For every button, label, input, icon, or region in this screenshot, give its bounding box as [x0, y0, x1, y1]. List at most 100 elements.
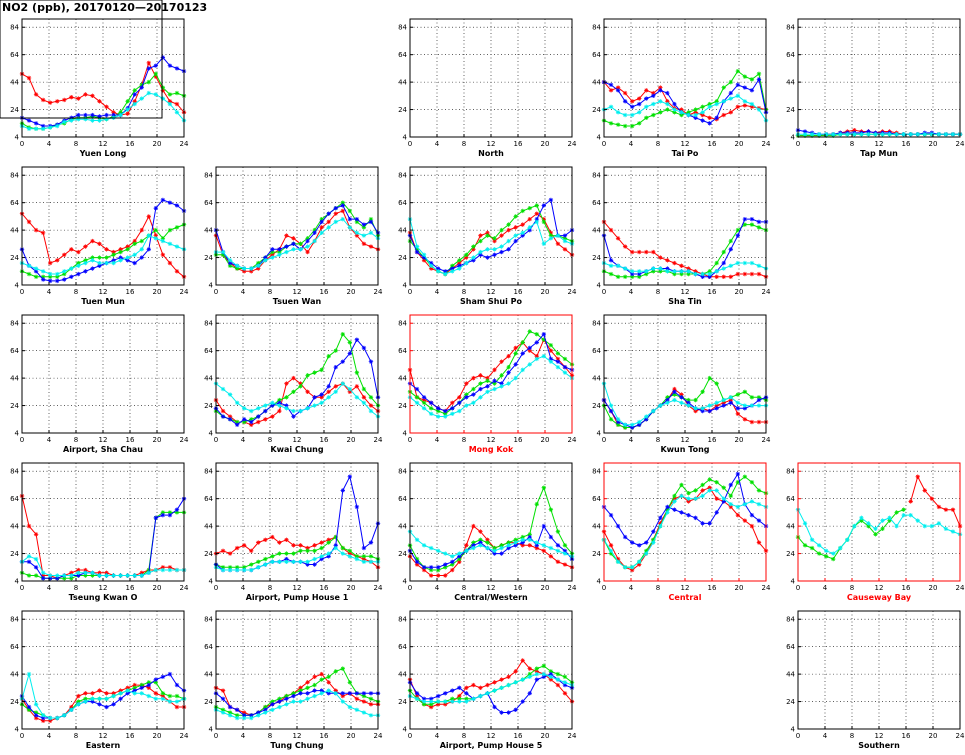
data-point-green [492, 381, 497, 386]
data-point-cyan [499, 685, 504, 691]
data-point-green [548, 342, 554, 348]
data-point-red [615, 236, 621, 241]
data-point-blue [146, 682, 151, 688]
data-point-blue [756, 77, 762, 82]
data-point-red [291, 543, 296, 548]
data-point-cyan [693, 406, 698, 411]
data-point-red [270, 414, 275, 419]
data-point-green [622, 123, 628, 129]
data-point-cyan [672, 499, 677, 504]
data-point-red [478, 233, 483, 238]
x-tick-label: 0 [214, 732, 218, 740]
data-point-red [40, 230, 46, 236]
x-tick-label: 4 [629, 436, 634, 444]
data-point-green [527, 329, 532, 334]
data-point-green [555, 351, 561, 356]
data-point-cyan [534, 540, 539, 545]
data-point-blue [354, 337, 360, 342]
data-point-cyan [464, 548, 469, 554]
data-point-cyan [333, 219, 338, 225]
data-point-cyan [26, 263, 32, 268]
data-point-green [319, 545, 324, 551]
y-tick-label: 44 [398, 523, 407, 531]
data-point-red [291, 236, 296, 241]
panel-title: Kwai Chung [270, 445, 323, 454]
panel-title: Airport, Pump House 5 [440, 741, 543, 750]
data-point-blue [118, 696, 123, 702]
data-point-cyan [241, 266, 247, 271]
data-point-cyan [492, 688, 497, 693]
y-tick-label: 4 [597, 578, 602, 586]
x-tick-label: 24 [568, 140, 577, 148]
x-tick-label: 16 [514, 584, 523, 592]
data-point-green [644, 271, 649, 277]
data-point-cyan [707, 271, 712, 277]
data-point-cyan [55, 573, 60, 578]
data-point-blue [90, 699, 95, 704]
data-point-blue [679, 510, 684, 515]
panel-all: -72-48-24024424446484ALL [0, 0, 163, 119]
x-tick-label: 20 [541, 140, 550, 148]
data-point-blue [428, 260, 434, 266]
data-point-green [167, 510, 173, 515]
data-point-blue [615, 523, 621, 529]
data-point-red [562, 562, 568, 567]
data-point-red [756, 419, 762, 425]
data-point-blue [651, 93, 656, 99]
data-point-cyan [326, 551, 331, 556]
data-point-cyan [520, 367, 525, 373]
y-tick-label: 64 [10, 199, 19, 207]
data-point-blue [361, 691, 367, 696]
data-point-cyan [485, 247, 490, 252]
data-point-red [464, 685, 469, 691]
x-tick-label: 24 [374, 288, 383, 296]
data-point-green [118, 249, 123, 255]
data-point-cyan [277, 704, 282, 710]
data-point-green [291, 691, 296, 696]
x-tick-label: 16 [126, 584, 135, 592]
data-point-green [312, 548, 317, 554]
y-tick-label: 24 [10, 698, 19, 706]
data-point-red [679, 392, 684, 397]
data-point-green [160, 236, 166, 241]
data-point-green [153, 680, 159, 685]
data-point-blue [263, 255, 268, 260]
data-point-blue [629, 540, 635, 545]
data-point-cyan [305, 559, 310, 564]
data-point-cyan [263, 403, 268, 408]
data-point-blue [513, 362, 518, 367]
y-tick-label: 44 [398, 671, 407, 679]
data-point-green [220, 252, 226, 258]
data-point-cyan [679, 400, 684, 406]
data-point-cyan [679, 110, 684, 115]
data-point-red [728, 110, 733, 115]
data-point-blue [513, 543, 518, 548]
y-tick-label: 44 [10, 79, 19, 87]
data-point-cyan [139, 691, 144, 696]
data-point-cyan [160, 238, 166, 244]
data-point-cyan [838, 545, 843, 551]
data-point-cyan [241, 406, 247, 411]
x-tick-label: 4 [435, 288, 440, 296]
data-point-cyan [802, 521, 808, 526]
data-point-green [679, 271, 684, 277]
data-point-cyan [111, 260, 116, 266]
data-point-green [227, 710, 233, 715]
panel-title: Yuen Long [79, 149, 127, 158]
data-point-red [111, 691, 116, 696]
data-point-blue [90, 266, 95, 271]
y-tick-label: 4 [15, 430, 20, 438]
data-point-cyan [26, 554, 32, 559]
data-point-green [340, 200, 345, 205]
x-tick-label: 4 [435, 140, 440, 148]
data-point-green [555, 671, 561, 677]
data-point-red [26, 75, 32, 81]
data-point-green [672, 110, 677, 115]
x-tick-label: 8 [850, 732, 854, 740]
data-point-green [749, 77, 755, 82]
data-point-green [347, 680, 353, 685]
data-point-cyan [485, 545, 490, 551]
data-point-green [880, 526, 885, 532]
